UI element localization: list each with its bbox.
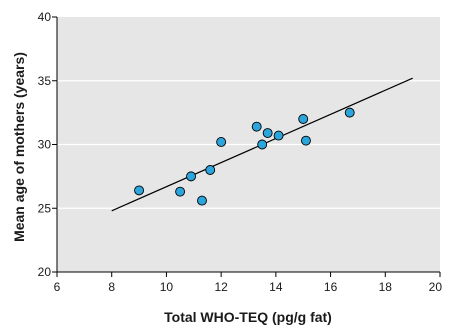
data-point [134, 185, 145, 196]
x-tick-label: 20 [429, 280, 443, 294]
y-tick-label: 20 [38, 265, 52, 279]
x-tick-label: 18 [379, 280, 393, 294]
data-point [344, 107, 355, 118]
data-point [175, 186, 186, 197]
data-point [186, 171, 197, 182]
y-tick-label: 40 [38, 10, 52, 24]
data-point [216, 136, 227, 147]
y-tick-label: 25 [38, 201, 52, 215]
x-tick-label: 8 [108, 280, 115, 294]
data-points [134, 107, 355, 206]
data-point [257, 139, 268, 150]
x-tick-label: 12 [214, 280, 228, 294]
x-tick-label: 10 [160, 280, 174, 294]
data-point [197, 195, 207, 206]
data-point [298, 114, 309, 124]
data-point [301, 135, 311, 146]
y-axis-title: Mean age of mothers (years) [11, 52, 27, 242]
y-tick-label: 30 [38, 138, 52, 152]
x-tick-label: 6 [54, 280, 61, 294]
x-tick-label: 14 [269, 280, 283, 294]
data-point [251, 121, 262, 132]
x-tick-label: 16 [324, 280, 338, 294]
data-point [262, 128, 273, 138]
x-axis-title: Total WHO-TEQ (pg/g fat) [164, 309, 332, 325]
y-tick-label: 35 [38, 74, 52, 88]
gridlines [57, 80, 440, 209]
y-axis-ticks: 20 25 30 35 40 [38, 10, 57, 279]
data-point [205, 165, 216, 175]
data-point [273, 130, 284, 141]
x-axis-ticks: 6 8 10 12 14 16 18 20 [54, 272, 443, 294]
